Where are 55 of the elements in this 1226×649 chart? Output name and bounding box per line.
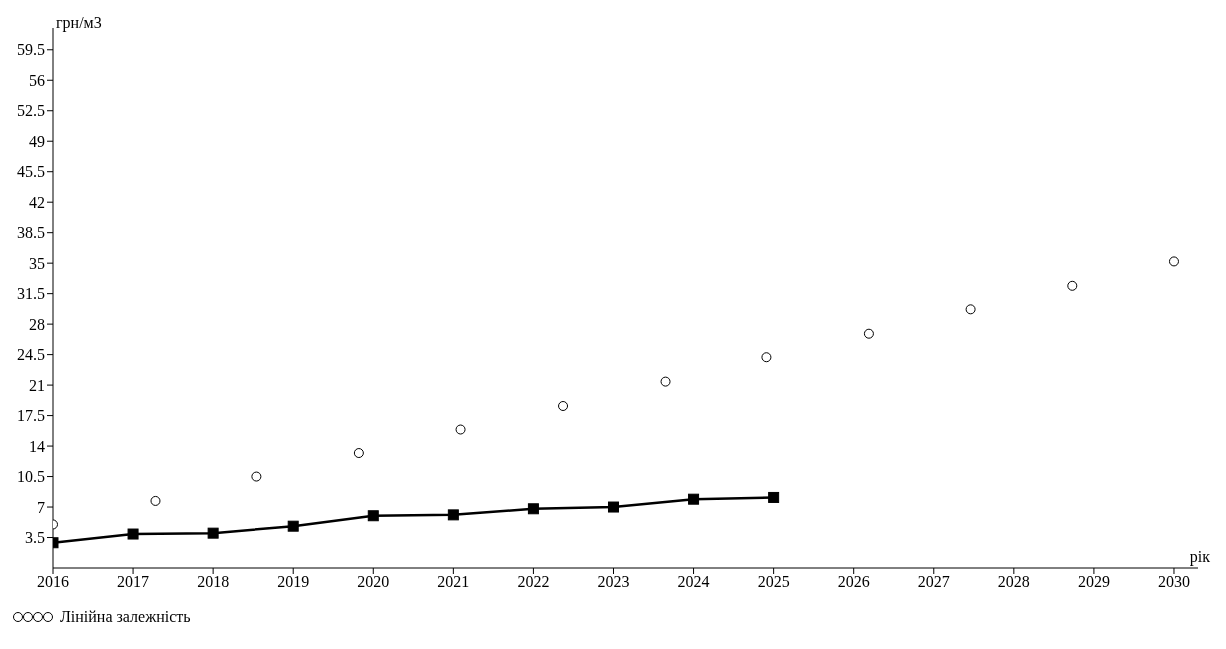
x-tick-label: 2027: [917, 573, 950, 591]
x-tick-label: 2017: [117, 573, 150, 591]
point: [558, 401, 569, 411]
y-tick-label: 28: [29, 315, 45, 333]
x-tick-label: 2025: [757, 573, 790, 591]
point: [251, 471, 262, 482]
y-tick-label: 21: [29, 376, 45, 394]
y-tick-label: 14: [29, 437, 45, 455]
y-tick-label: 31.5: [17, 285, 45, 303]
y-tick-label: 35: [29, 254, 45, 272]
x-tick-label: 2029: [1077, 573, 1110, 591]
y-tick-label: 3.5: [25, 529, 45, 547]
point: [527, 503, 539, 515]
point: [761, 352, 772, 363]
x-tick-label: 2020: [357, 573, 390, 591]
x-tick-label: 2026: [837, 573, 870, 591]
point: [965, 304, 976, 315]
point: [863, 328, 874, 339]
point: [660, 376, 671, 387]
y-tick-label: 10.5: [17, 468, 45, 486]
y-tick-label: 49: [29, 132, 45, 150]
point: [607, 501, 619, 513]
point: [207, 527, 219, 539]
point: [455, 424, 466, 435]
point: [447, 509, 459, 521]
y-tick-label: 45.5: [17, 163, 45, 181]
point: [353, 448, 364, 459]
y-tick-label: 38.5: [17, 224, 45, 242]
x-tick-label: 2023: [597, 573, 630, 591]
point: [150, 495, 161, 506]
y-tick-label: 52.5: [17, 102, 45, 120]
point: [688, 493, 700, 505]
y-tick-label: 24.5: [17, 346, 45, 364]
x-tick-label: 2024: [677, 573, 710, 591]
x-tick-label: 2021: [437, 573, 470, 591]
x-tick-label: 2028: [997, 573, 1030, 591]
x-tick-label: 2019: [277, 573, 310, 591]
point: [1067, 280, 1078, 291]
point: [367, 510, 379, 522]
y-tick-label: 59.5: [17, 41, 45, 59]
point: [1168, 256, 1179, 267]
y-axis-title: грн/м3: [56, 14, 102, 32]
x-axis-title: рік: [1189, 548, 1210, 566]
y-tick-label: 7: [37, 498, 45, 516]
point: [127, 528, 139, 540]
point: [768, 491, 780, 503]
y-tick-label: 17.5: [17, 407, 45, 425]
point: [287, 520, 299, 532]
x-tick-label: 2030: [1157, 573, 1190, 591]
legend-label: Лінійна залежність: [60, 608, 191, 626]
x-tick-label: 2016: [37, 573, 69, 591]
y-tick-label: 42: [29, 193, 45, 211]
y-tick-label: 56: [29, 71, 45, 89]
x-tick-label: 2018: [197, 573, 230, 591]
x-tick-label: 2022: [517, 573, 550, 591]
